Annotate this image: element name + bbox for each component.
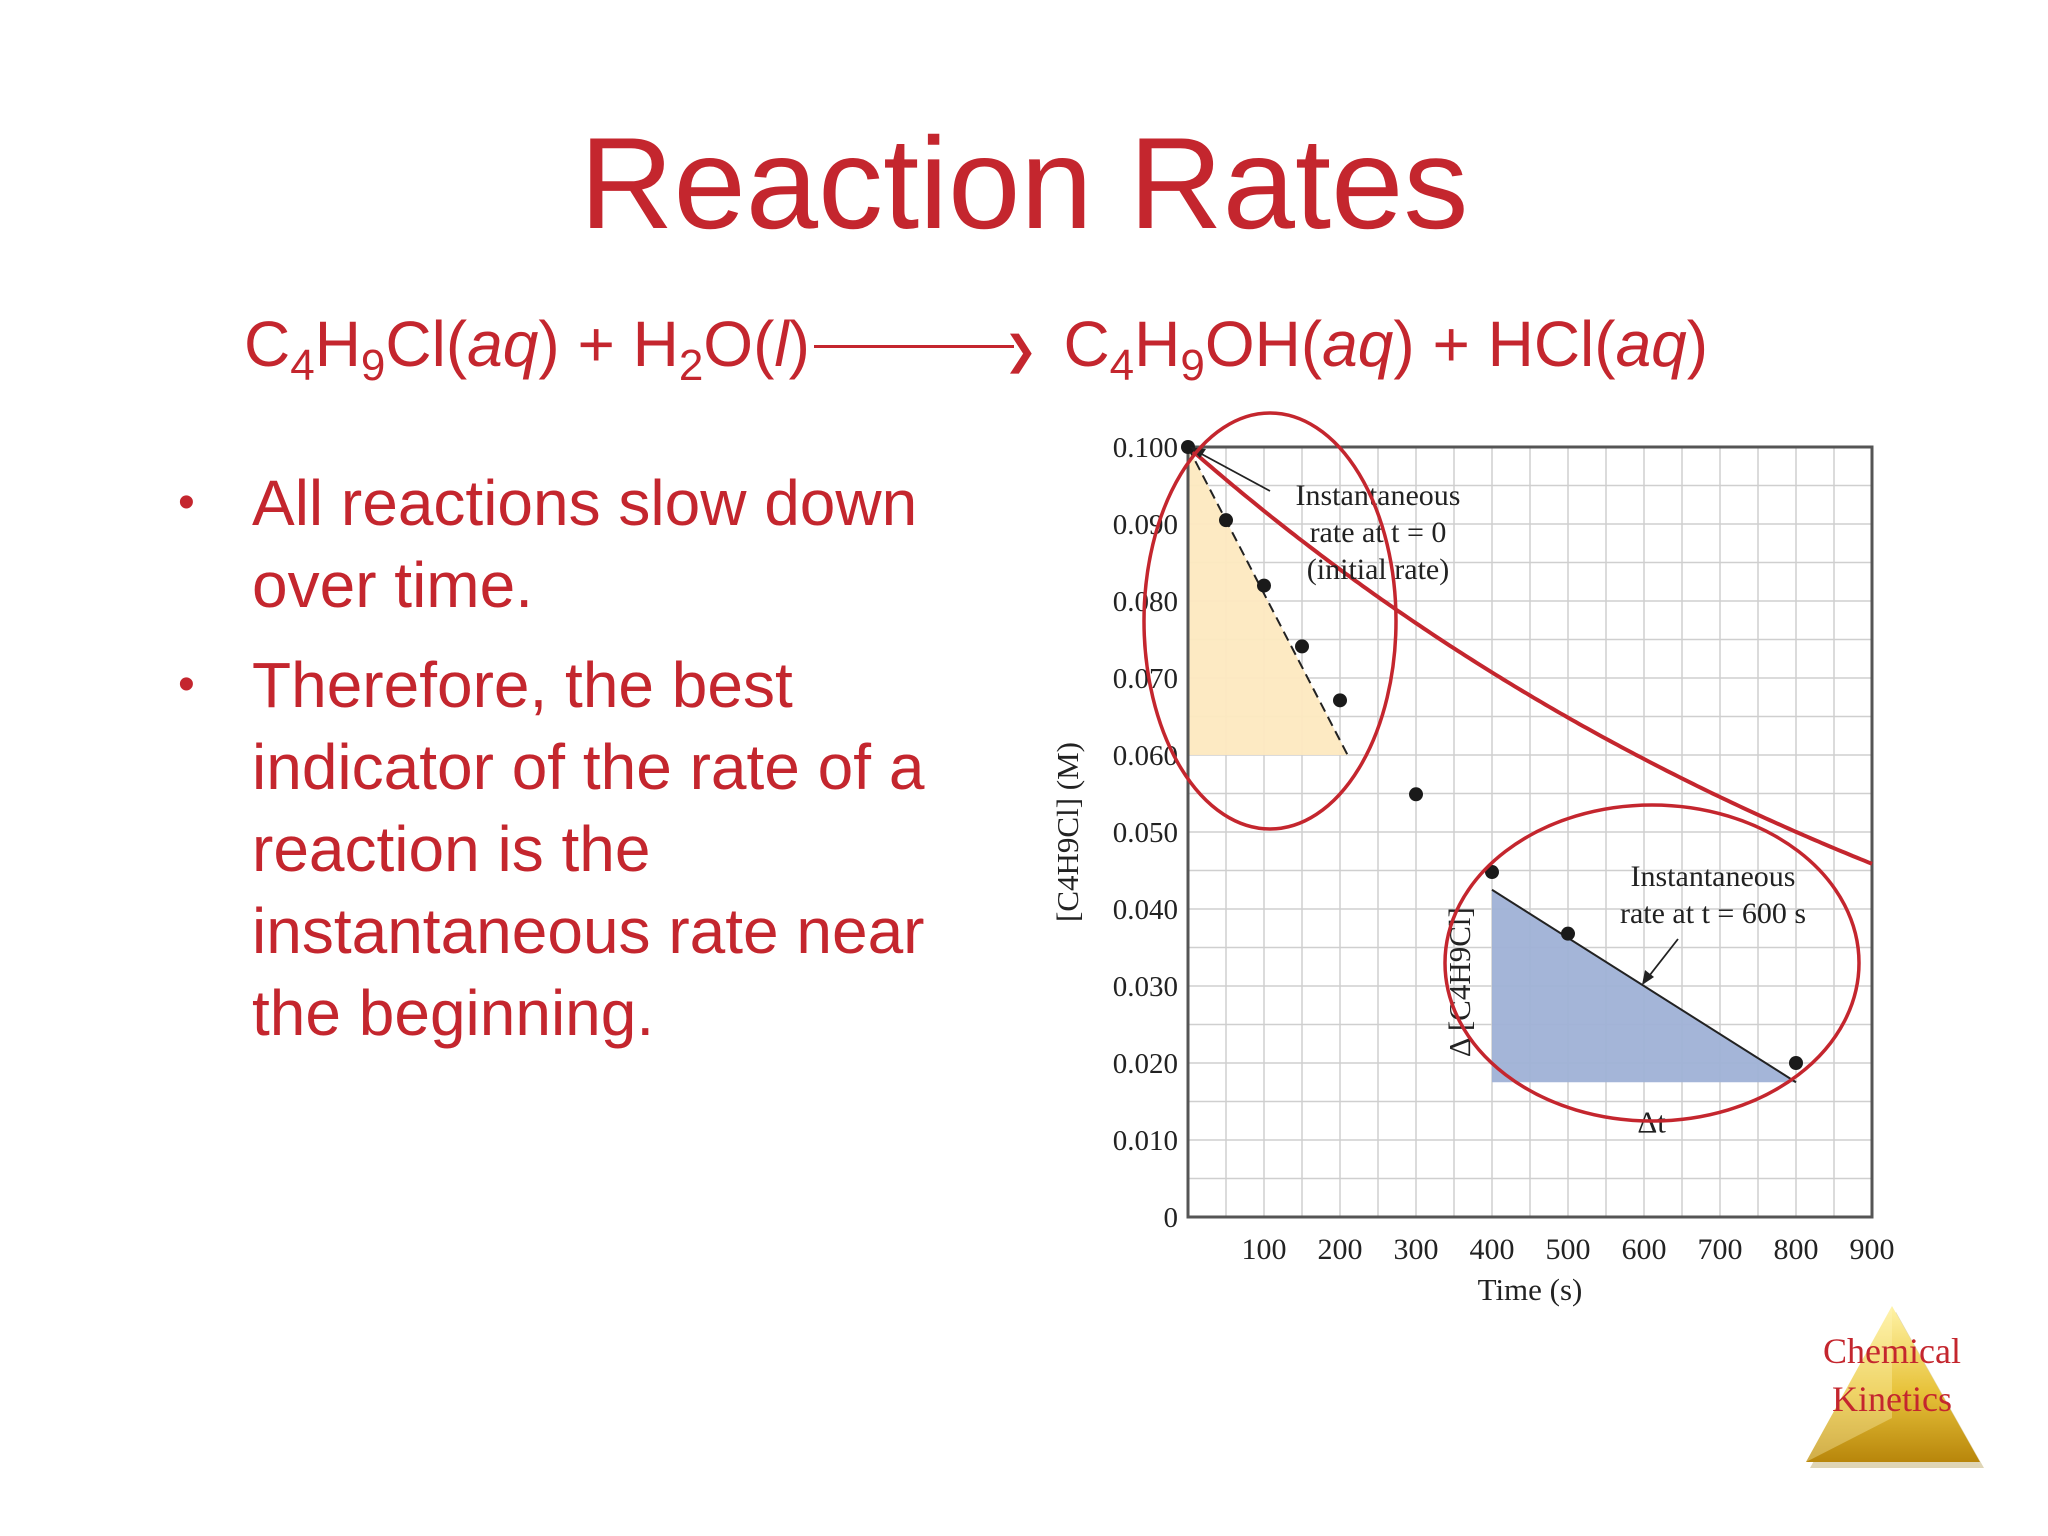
data-point bbox=[1181, 440, 1195, 454]
rate-600-region-highlight bbox=[1443, 803, 1861, 1123]
x-tick-label: 900 bbox=[1850, 1233, 1895, 1266]
x-tick-label: 600 bbox=[1622, 1233, 1667, 1266]
x-tick-label: 100 bbox=[1242, 1233, 1287, 1266]
initial-rate-annotation: (initial rate) bbox=[1307, 553, 1449, 586]
y-tick-label: 0.100 bbox=[1113, 432, 1178, 464]
y-tick-label: 0.030 bbox=[1113, 971, 1178, 1003]
logo-text-line2: Kinetics bbox=[1832, 1379, 1952, 1419]
y-axis-label: [C4H9Cl] (M) bbox=[1050, 742, 1085, 922]
initial-rate-annotation: rate at t = 0 bbox=[1310, 516, 1447, 549]
reaction-arrow bbox=[813, 345, 1014, 348]
x-tick-label: 700 bbox=[1698, 1233, 1743, 1266]
rate-600-pointer bbox=[1645, 938, 1679, 981]
x-tick-label: 800 bbox=[1774, 1233, 1819, 1266]
rate-600-annotation: Instantaneous bbox=[1631, 860, 1796, 893]
data-point bbox=[1789, 1056, 1803, 1070]
rate-600-arrowhead bbox=[1642, 970, 1654, 985]
data-point bbox=[1333, 693, 1347, 708]
arrow-head-icon: ❯ bbox=[1003, 329, 1038, 373]
bullet-icon: • bbox=[178, 476, 195, 529]
logo-text-line1: Chemical bbox=[1823, 1331, 1961, 1371]
initial-rate-annotation: Instantaneous bbox=[1296, 479, 1461, 512]
x-tick-label: 300 bbox=[1394, 1233, 1439, 1266]
data-point bbox=[1295, 639, 1309, 654]
data-point bbox=[1219, 513, 1233, 528]
initial-rate-tangent bbox=[1187, 446, 1349, 756]
y-tick-label: 0.070 bbox=[1113, 663, 1178, 695]
data-point bbox=[1257, 578, 1271, 593]
chemical-kinetics-logo: Chemical Kinetics bbox=[1806, 1306, 1984, 1468]
x-tick-label: 200 bbox=[1318, 1233, 1363, 1266]
y-tick-label: 0.090 bbox=[1113, 509, 1178, 541]
x-tick-label: 500 bbox=[1546, 1233, 1591, 1266]
bullet-item: • Therefore, the best indicator of the r… bbox=[170, 644, 1010, 1054]
x-tick-label: 400 bbox=[1470, 1233, 1515, 1266]
series-line bbox=[1186, 445, 1873, 866]
y-tick-label: 0.040 bbox=[1113, 894, 1178, 926]
initial-region-highlight bbox=[1142, 411, 1398, 831]
bullet-list: • All reactions slow down over time. • T… bbox=[170, 462, 1010, 1072]
y-tick-label: 0.020 bbox=[1113, 1048, 1178, 1080]
reaction-equation: C4H9Cl(aq) + H2O(l) ❯ C4H9OH(aq) + HCl(aq) bbox=[244, 308, 1709, 390]
bullet-icon: • bbox=[178, 658, 195, 711]
data-point bbox=[1409, 787, 1423, 802]
y-tick-label: 0.010 bbox=[1113, 1125, 1178, 1157]
rate-600-annotation: rate at t = 600 s bbox=[1620, 897, 1806, 930]
slide-title: Reaction Rates bbox=[579, 110, 1469, 256]
rate-600-tangent bbox=[1491, 888, 1797, 1084]
y-tick-label: 0 bbox=[1164, 1202, 1179, 1234]
initial-rate-pointer bbox=[1195, 450, 1271, 492]
plot-frame bbox=[1186, 445, 1874, 1219]
data-point bbox=[1561, 926, 1575, 941]
data-point bbox=[1485, 865, 1499, 880]
x-axis-label: Time (s) bbox=[1478, 1272, 1583, 1307]
bullet-item: • All reactions slow down over time. bbox=[170, 462, 1010, 626]
y-tick-label: 0.050 bbox=[1113, 817, 1178, 849]
